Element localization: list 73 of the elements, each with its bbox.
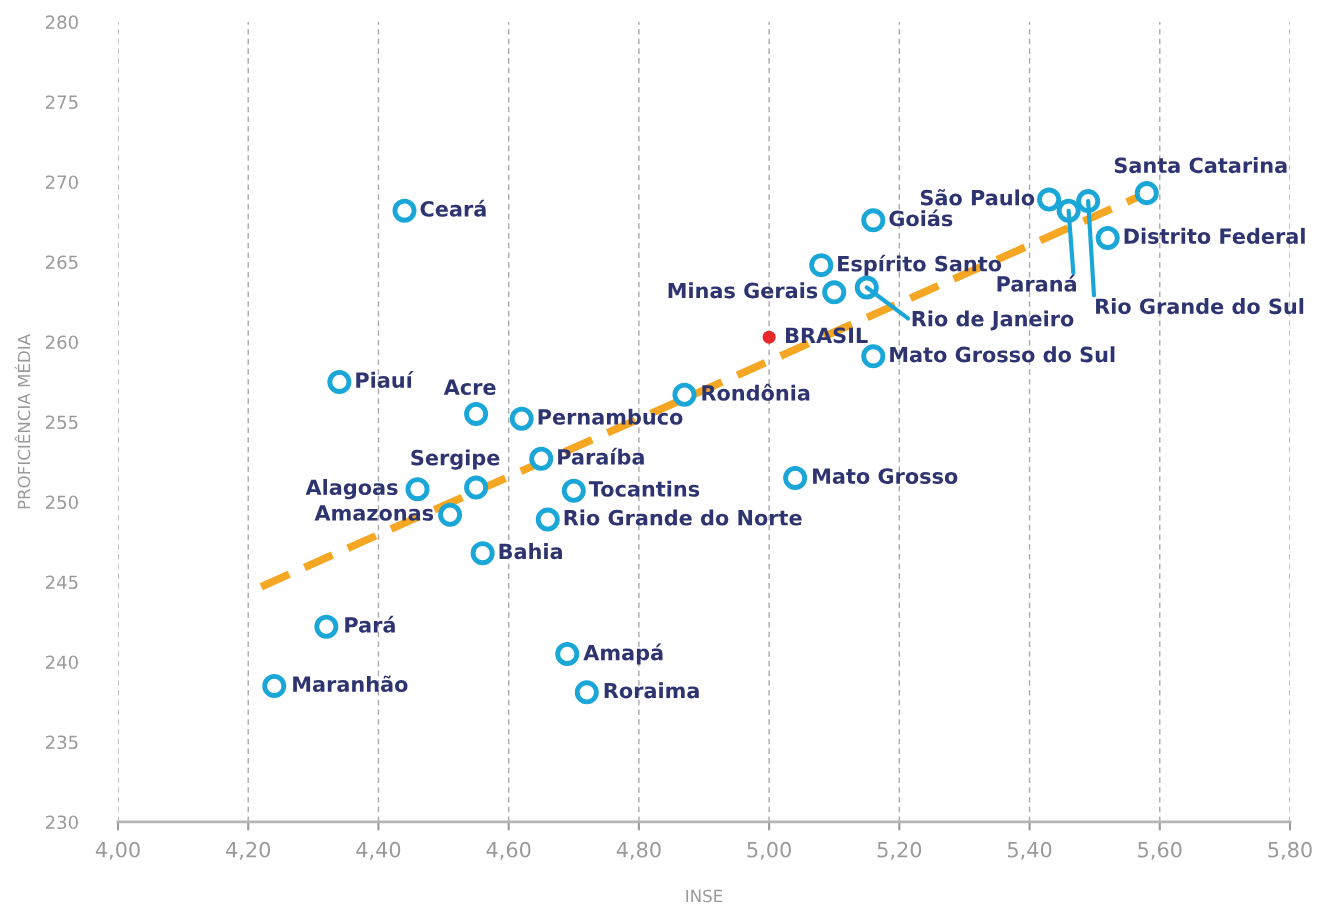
annotation: Paraná	[997, 274, 1076, 292]
annotation: Tocantins	[588, 480, 700, 497]
y-tick-label: 255	[45, 415, 78, 430]
annotation: Acre	[443, 379, 496, 395]
point	[438, 502, 463, 527]
annotation: Minas Gerais	[668, 282, 818, 299]
y-tick-label: 240	[45, 655, 78, 670]
annotation: Amapá	[583, 643, 663, 665]
x-axis-title: INSE	[686, 889, 723, 903]
x-tick-label: 5,00	[747, 841, 791, 860]
point	[574, 680, 599, 705]
annotation: Amazonas	[314, 505, 434, 521]
point	[861, 344, 886, 369]
y-tick-label: 280	[45, 15, 78, 30]
point	[464, 475, 489, 500]
point	[672, 382, 697, 407]
point	[822, 280, 847, 305]
point	[762, 330, 776, 344]
annotation: Bahia	[499, 543, 562, 560]
annotation: Paraíba	[558, 447, 644, 465]
annotation: Mato Grosso do Sul	[890, 346, 1115, 363]
annotation: Rio Grande do Norte	[564, 509, 802, 526]
point	[405, 477, 430, 502]
annotation: Alagoas	[305, 478, 398, 500]
x-tick-label: 5,40	[1007, 841, 1052, 860]
point	[861, 208, 886, 233]
annotation: Rio Grande do Sul	[1096, 298, 1304, 315]
point	[464, 401, 489, 426]
x-tick-label: 5,60	[1138, 841, 1182, 860]
x-tick-label: 5,80	[1268, 841, 1312, 860]
x-tick-label: 4,00	[95, 841, 140, 860]
x-tick-label: 5,20	[877, 841, 922, 860]
annotation: Goiás	[889, 209, 953, 227]
annotation: Mato Grosso	[813, 468, 958, 484]
annotation: Rondônia	[702, 383, 810, 401]
annotation: Piauí	[356, 371, 414, 388]
point	[783, 465, 808, 490]
point	[314, 614, 339, 639]
annotation: Roraima	[604, 682, 699, 699]
point	[1095, 225, 1120, 250]
y-tick-label: 235	[45, 735, 78, 750]
annotation: Distrito Federal	[1124, 227, 1305, 244]
annotation: Sergipe	[411, 449, 500, 470]
x-tick-label: 4,60	[486, 841, 531, 860]
point	[809, 253, 834, 278]
annotation: Maranhão	[293, 675, 408, 693]
y-tick-label: 250	[45, 495, 78, 510]
point	[509, 406, 534, 431]
point	[392, 198, 417, 223]
point	[1134, 181, 1159, 206]
point	[1037, 187, 1062, 212]
point	[529, 446, 554, 471]
y-tick-label: 245	[45, 575, 78, 590]
point	[535, 507, 560, 532]
x-tick-label: 4,40	[356, 841, 401, 860]
point	[555, 641, 580, 666]
annotation: Rio de Janeiro	[912, 310, 1074, 331]
y-tick-label: 270	[45, 175, 78, 190]
point	[262, 673, 287, 698]
annotation: São Paulo	[920, 189, 1035, 206]
point	[561, 478, 586, 503]
point	[327, 369, 352, 394]
y-tick-label: 260	[45, 335, 78, 350]
annotation: Santa Catarina	[1114, 157, 1287, 174]
point	[470, 541, 495, 566]
x-tick-label: 4,80	[616, 841, 661, 860]
y-tick-label: 230	[45, 815, 78, 830]
y-tick-label: 275	[45, 95, 78, 110]
y-axis-title: PROFICIÊNCIA MÉDIA	[14, 334, 31, 509]
annotation: Ceará	[420, 199, 486, 217]
y-tick-label: 265	[45, 255, 78, 270]
annotation: Pará	[345, 615, 395, 633]
x-tick-label: 4,20	[226, 841, 271, 860]
